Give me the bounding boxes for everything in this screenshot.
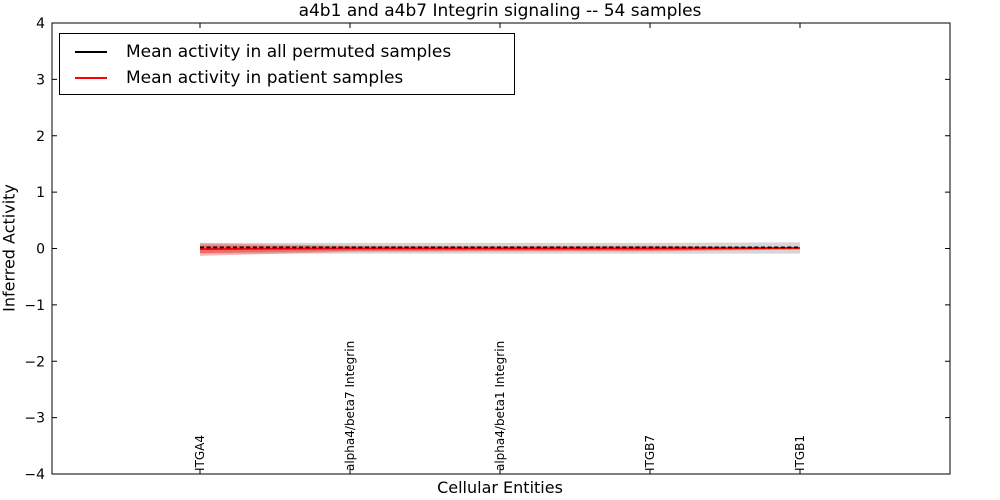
y-tick-label: 0	[36, 242, 45, 258]
y-tick-label: −4	[24, 467, 45, 483]
y-tick-label: 1	[36, 185, 45, 201]
legend-entry-patient: Mean activity in patient samples	[60, 65, 514, 91]
y-tick-label: −1	[24, 298, 45, 314]
y-axis-label: Inferred Activity	[0, 184, 19, 312]
x-tick-label: alpha4/beta7 Integrin	[343, 341, 357, 471]
x-axis-label: Cellular Entities	[437, 478, 563, 497]
legend-line-permuted-icon	[75, 51, 107, 53]
y-tick-label: −2	[24, 354, 45, 370]
x-tick-label: ITGB7	[643, 435, 657, 471]
legend: Mean activity in all permuted samples Me…	[59, 33, 515, 95]
legend-line-patient-icon	[75, 77, 107, 79]
y-tick-label: −3	[24, 411, 45, 427]
legend-label-permuted: Mean activity in all permuted samples	[126, 42, 452, 62]
legend-label-patient: Mean activity in patient samples	[126, 68, 404, 88]
legend-entry-permuted: Mean activity in all permuted samples	[60, 39, 514, 65]
x-tick-label: ITGA4	[193, 435, 207, 471]
x-tick-label: ITGB1	[793, 435, 807, 471]
series-line	[199, 247, 801, 250]
y-tick-label: 2	[36, 129, 45, 145]
chart-title: a4b1 and a4b7 Integrin signaling -- 54 s…	[298, 1, 702, 21]
x-tick-label: alpha4/beta1 Integrin	[493, 341, 507, 471]
y-tick-label: 4	[36, 16, 45, 32]
y-tick-label: 3	[36, 72, 45, 88]
